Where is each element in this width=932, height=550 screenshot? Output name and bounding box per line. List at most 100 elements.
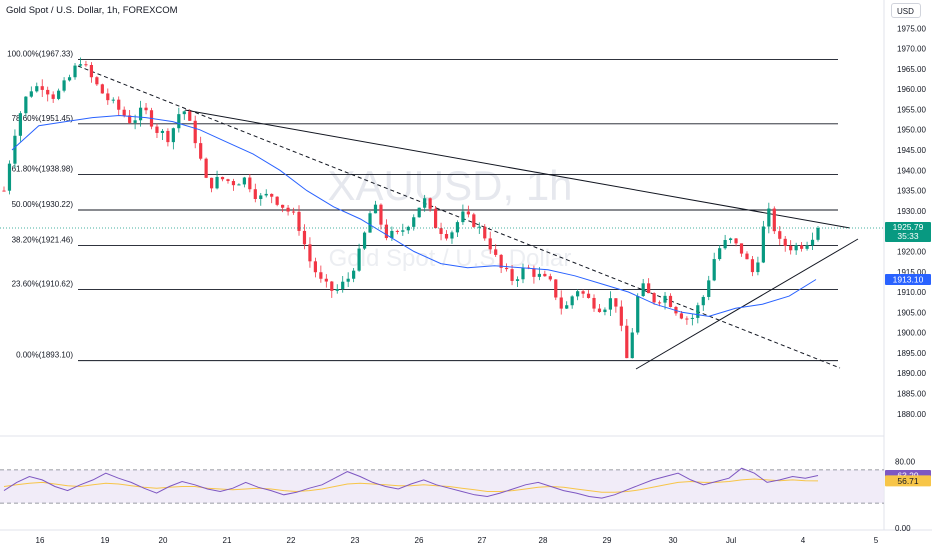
candle-body xyxy=(586,293,591,298)
candle-body xyxy=(270,193,274,197)
candle-body xyxy=(171,128,175,143)
candle-body xyxy=(597,308,602,313)
candle-body xyxy=(89,65,94,78)
candle-body xyxy=(182,111,186,115)
currency-button[interactable]: USD xyxy=(891,3,921,18)
candle-body xyxy=(614,298,618,307)
candle-body xyxy=(679,313,684,319)
candle-body xyxy=(554,279,558,298)
candle-body xyxy=(362,232,367,249)
candle-body xyxy=(106,93,110,101)
candle-body xyxy=(24,96,28,114)
candle-body xyxy=(319,272,323,279)
candle-body xyxy=(761,226,765,263)
rsi-pane[interactable]: 80.00 0.00 63.29 56.71 xyxy=(0,458,931,533)
candle-body xyxy=(483,226,487,239)
time-tick-label: 4 xyxy=(801,536,806,545)
time-tick-label: 20 xyxy=(159,536,168,545)
price-tick-label: 1950.00 xyxy=(897,126,926,135)
candle-body xyxy=(46,89,50,95)
candle-body xyxy=(800,245,804,249)
candle-body xyxy=(756,262,760,273)
ascending-support-line[interactable] xyxy=(635,238,859,370)
candle-body xyxy=(685,318,689,320)
price-tick-label: 1960.00 xyxy=(897,85,926,94)
price-tick-label: 1940.00 xyxy=(897,166,926,175)
time-axis[interactable]: 16 19 20 21 22 23 26 27 28 29 30 Jul 4 5 xyxy=(36,536,879,545)
candle-body xyxy=(133,120,137,123)
candle-body xyxy=(657,302,662,304)
rsi-line xyxy=(3,467,819,499)
descending-resistance-line[interactable] xyxy=(184,109,851,229)
candle-body xyxy=(466,211,470,215)
candle-body xyxy=(341,281,345,290)
candle-body xyxy=(7,163,12,191)
candle-body xyxy=(35,86,39,92)
candle-body xyxy=(237,184,241,186)
candle-body xyxy=(57,90,61,99)
fib-level-label: 78.60%(1951.45) xyxy=(12,114,74,123)
candle-body xyxy=(690,317,694,319)
candle-body xyxy=(810,239,815,246)
time-tick-label: 19 xyxy=(101,536,110,545)
candle-body xyxy=(281,204,285,208)
candle-body xyxy=(330,281,334,291)
candle-body xyxy=(510,269,514,281)
fib-level-label: 100.00%(1967.33) xyxy=(7,49,73,58)
candle-body xyxy=(750,259,755,273)
candle-body xyxy=(264,193,268,196)
candle-body xyxy=(215,176,219,189)
candle-body xyxy=(559,297,563,309)
candle-body xyxy=(193,120,197,144)
candle-body xyxy=(707,280,711,297)
fib-level-label: 38.20%(1921.46) xyxy=(12,236,74,245)
candle-body xyxy=(477,226,481,228)
candle-body xyxy=(220,176,225,180)
candle-body xyxy=(62,80,66,91)
candle-body xyxy=(209,177,214,189)
candle-body xyxy=(51,94,55,99)
fib-level-label: 50.00%(1930.22) xyxy=(12,200,74,209)
candle-body xyxy=(29,91,33,97)
candle-body xyxy=(297,211,301,231)
candle-body xyxy=(423,198,427,208)
candle-body xyxy=(439,228,443,234)
candle-body xyxy=(630,332,634,359)
candle-body xyxy=(461,211,465,223)
ma-value: 1913.10 xyxy=(893,274,924,284)
price-tick-label: 1885.00 xyxy=(897,389,926,398)
candle-body xyxy=(248,177,252,190)
candle-body xyxy=(199,143,203,159)
candle-body xyxy=(390,230,394,239)
candle-body xyxy=(111,99,115,101)
price-tick-label: 1935.00 xyxy=(897,187,926,196)
candle-body xyxy=(505,267,509,270)
candle-body xyxy=(581,291,585,294)
candle-body xyxy=(40,86,44,90)
candle-body xyxy=(718,248,722,260)
candle-body xyxy=(117,99,121,110)
candle-body xyxy=(712,259,716,281)
price-tick-label: 1890.00 xyxy=(897,369,926,378)
candle-body xyxy=(772,208,776,232)
candle-body xyxy=(384,224,389,239)
time-tick-label: 28 xyxy=(539,536,548,545)
candle-body xyxy=(619,306,623,326)
dashed-downtrend-line[interactable] xyxy=(77,65,841,369)
watermark-ticker: XAUUSD, 1h xyxy=(327,162,572,209)
candle-body xyxy=(406,226,410,231)
candle-body xyxy=(144,107,148,111)
candle-body xyxy=(373,204,378,214)
candle-body xyxy=(739,243,744,254)
price-tick-label: 1905.00 xyxy=(897,308,926,317)
candle-body xyxy=(177,114,181,129)
price-tick-label: 1975.00 xyxy=(897,24,926,33)
candle-body xyxy=(444,233,449,239)
moving-average-line xyxy=(11,114,817,317)
watermark-name: Gold Spot / U.S. Dollar xyxy=(329,245,572,272)
candle-body xyxy=(537,273,541,277)
candle-body xyxy=(428,198,432,209)
candle-body xyxy=(783,238,787,246)
candle-body xyxy=(13,135,17,164)
